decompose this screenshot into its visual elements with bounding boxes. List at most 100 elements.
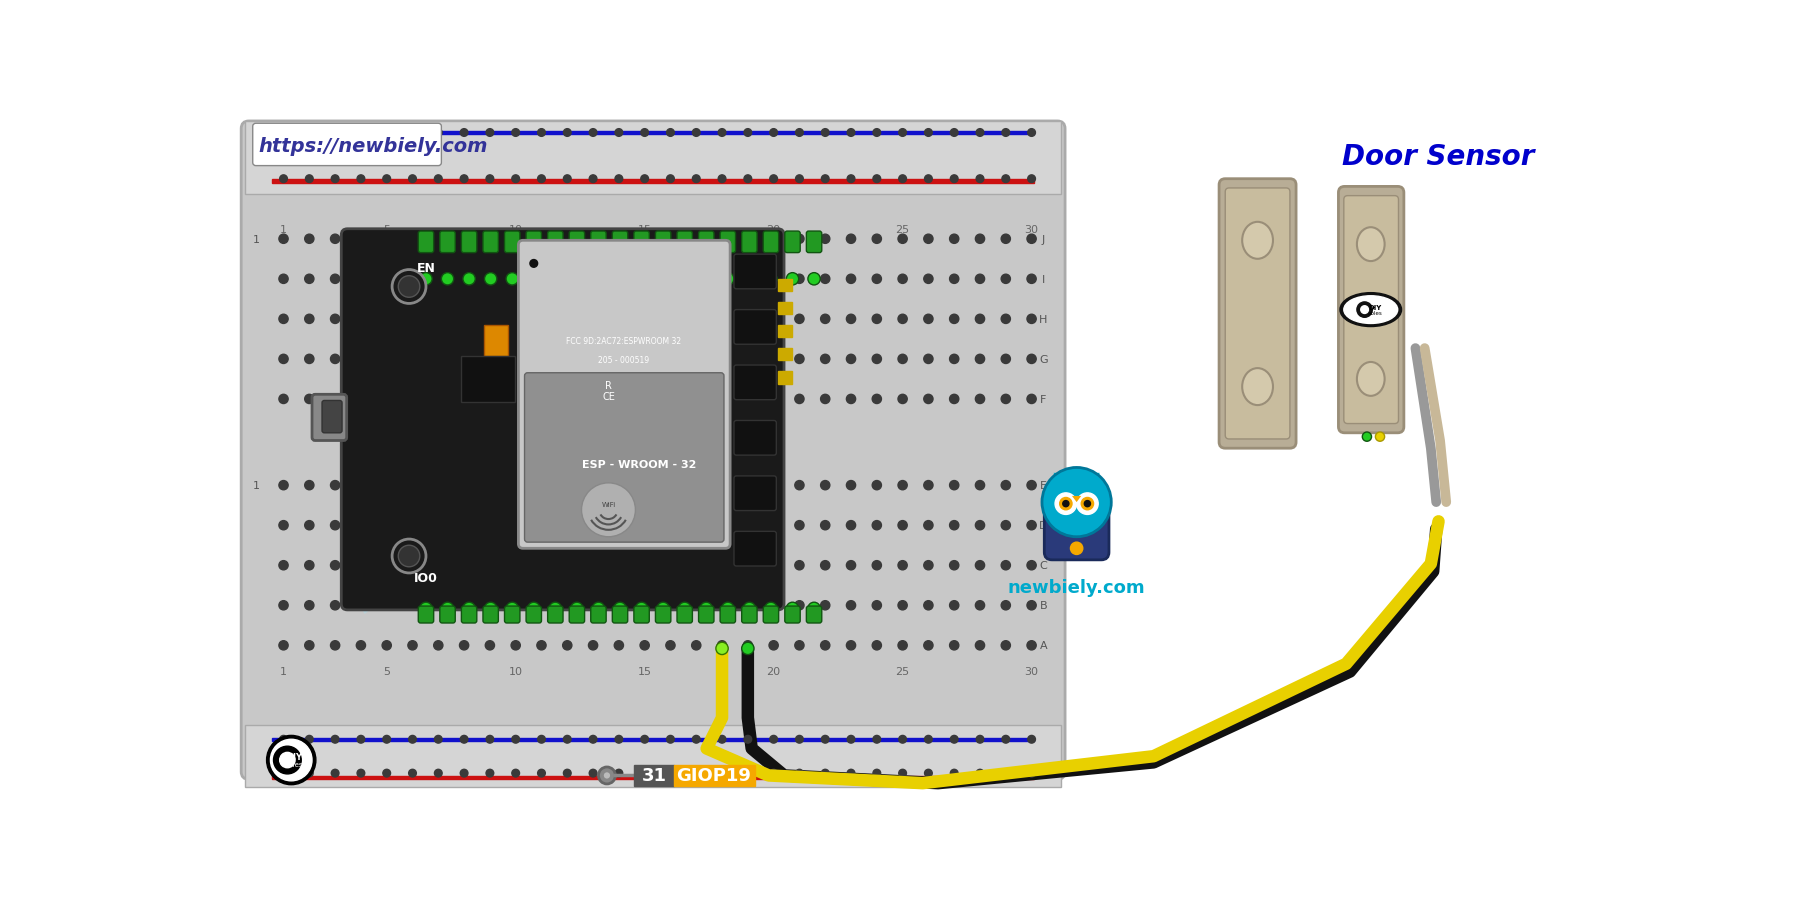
Circle shape: [769, 521, 778, 530]
Circle shape: [924, 130, 933, 137]
Circle shape: [589, 561, 598, 570]
Circle shape: [692, 735, 701, 743]
Circle shape: [744, 603, 756, 615]
FancyBboxPatch shape: [612, 607, 629, 623]
FancyBboxPatch shape: [439, 607, 456, 623]
Circle shape: [304, 601, 313, 610]
Text: https://newbiely.com: https://newbiely.com: [259, 137, 488, 156]
Circle shape: [564, 769, 571, 777]
Circle shape: [657, 603, 670, 615]
Circle shape: [701, 273, 713, 286]
Circle shape: [614, 603, 627, 615]
Text: https://
newbiely.com: https:// newbiely.com: [337, 465, 524, 618]
Circle shape: [976, 176, 983, 184]
Circle shape: [796, 769, 803, 777]
Circle shape: [666, 315, 675, 324]
Text: 25: 25: [895, 224, 910, 234]
Circle shape: [382, 521, 391, 530]
FancyBboxPatch shape: [807, 232, 821, 254]
Circle shape: [614, 315, 623, 324]
Circle shape: [666, 521, 675, 530]
FancyBboxPatch shape: [807, 607, 821, 623]
Text: 1: 1: [254, 234, 259, 244]
Circle shape: [306, 735, 313, 743]
Circle shape: [589, 176, 596, 184]
Circle shape: [384, 130, 391, 137]
Circle shape: [549, 603, 562, 615]
Circle shape: [409, 176, 416, 184]
Circle shape: [357, 735, 366, 743]
FancyBboxPatch shape: [735, 476, 776, 511]
Circle shape: [484, 561, 495, 570]
Circle shape: [461, 769, 468, 777]
Circle shape: [744, 355, 753, 364]
Circle shape: [331, 521, 340, 530]
Circle shape: [641, 769, 648, 777]
Circle shape: [331, 176, 339, 184]
Circle shape: [949, 315, 958, 324]
Circle shape: [924, 176, 933, 184]
Circle shape: [846, 355, 855, 364]
Circle shape: [549, 273, 562, 286]
FancyBboxPatch shape: [612, 232, 629, 254]
Circle shape: [1028, 130, 1036, 137]
Text: 5: 5: [384, 667, 391, 676]
FancyBboxPatch shape: [591, 607, 607, 623]
Circle shape: [794, 521, 803, 530]
Circle shape: [484, 601, 495, 610]
Ellipse shape: [1356, 228, 1385, 262]
Circle shape: [511, 735, 519, 743]
Circle shape: [459, 275, 468, 284]
Circle shape: [331, 315, 340, 324]
Circle shape: [744, 273, 756, 286]
FancyBboxPatch shape: [461, 607, 477, 623]
Circle shape: [1081, 498, 1093, 510]
Circle shape: [924, 601, 933, 610]
Circle shape: [582, 483, 636, 538]
Circle shape: [382, 561, 391, 570]
Circle shape: [636, 273, 648, 286]
Circle shape: [717, 275, 726, 284]
Circle shape: [420, 273, 432, 286]
Circle shape: [1001, 235, 1010, 244]
Circle shape: [722, 273, 735, 286]
Circle shape: [511, 521, 520, 530]
FancyBboxPatch shape: [735, 532, 776, 566]
Text: Door Sensor: Door Sensor: [1342, 142, 1534, 170]
Circle shape: [562, 601, 573, 610]
FancyBboxPatch shape: [1225, 188, 1290, 439]
Circle shape: [459, 601, 468, 610]
Circle shape: [846, 235, 855, 244]
Text: 20: 20: [767, 667, 780, 676]
Circle shape: [976, 769, 983, 777]
Circle shape: [511, 561, 520, 570]
Circle shape: [562, 235, 573, 244]
Circle shape: [846, 481, 855, 490]
Circle shape: [821, 315, 830, 324]
Circle shape: [459, 315, 468, 324]
Circle shape: [1001, 315, 1010, 324]
Bar: [272, 777, 1034, 779]
Circle shape: [846, 176, 855, 184]
Circle shape: [872, 601, 881, 610]
Circle shape: [382, 355, 391, 364]
Circle shape: [744, 395, 753, 404]
Circle shape: [407, 235, 418, 244]
Circle shape: [976, 601, 985, 610]
Circle shape: [1001, 355, 1010, 364]
Circle shape: [382, 481, 391, 490]
FancyBboxPatch shape: [418, 607, 434, 623]
Ellipse shape: [1356, 363, 1385, 396]
FancyBboxPatch shape: [720, 232, 735, 254]
Circle shape: [976, 521, 985, 530]
Circle shape: [1028, 735, 1036, 743]
Circle shape: [794, 355, 803, 364]
Circle shape: [331, 735, 339, 743]
Circle shape: [701, 603, 713, 615]
Circle shape: [357, 235, 366, 244]
FancyBboxPatch shape: [526, 607, 542, 623]
Bar: [778, 348, 792, 361]
Circle shape: [765, 603, 776, 615]
Circle shape: [717, 481, 726, 490]
Circle shape: [279, 275, 288, 284]
